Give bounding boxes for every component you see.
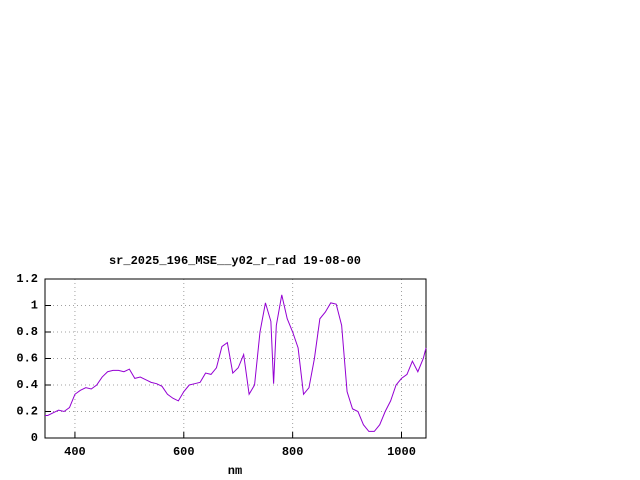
y-tick-label: 0.6	[16, 352, 38, 366]
y-tick-label: 0.8	[16, 325, 38, 339]
chart-title: sr_2025_196_MSE__y02_r_rad 19-08-00	[109, 254, 361, 268]
x-tick-label: 600	[173, 445, 195, 459]
y-tick-label: 0.2	[16, 405, 38, 419]
x-tick-label: 800	[282, 445, 304, 459]
x-axis-label: nm	[228, 464, 242, 478]
y-tick-label: 1.2	[16, 272, 38, 286]
x-tick-label: 400	[64, 445, 86, 459]
y-tick-label: 1	[31, 299, 38, 313]
x-tick-label: 1000	[387, 445, 416, 459]
data-line	[45, 294, 427, 432]
y-tick-label: 0	[31, 431, 38, 445]
y-tick-label: 0.4	[16, 378, 38, 392]
plot-border	[44, 278, 427, 439]
